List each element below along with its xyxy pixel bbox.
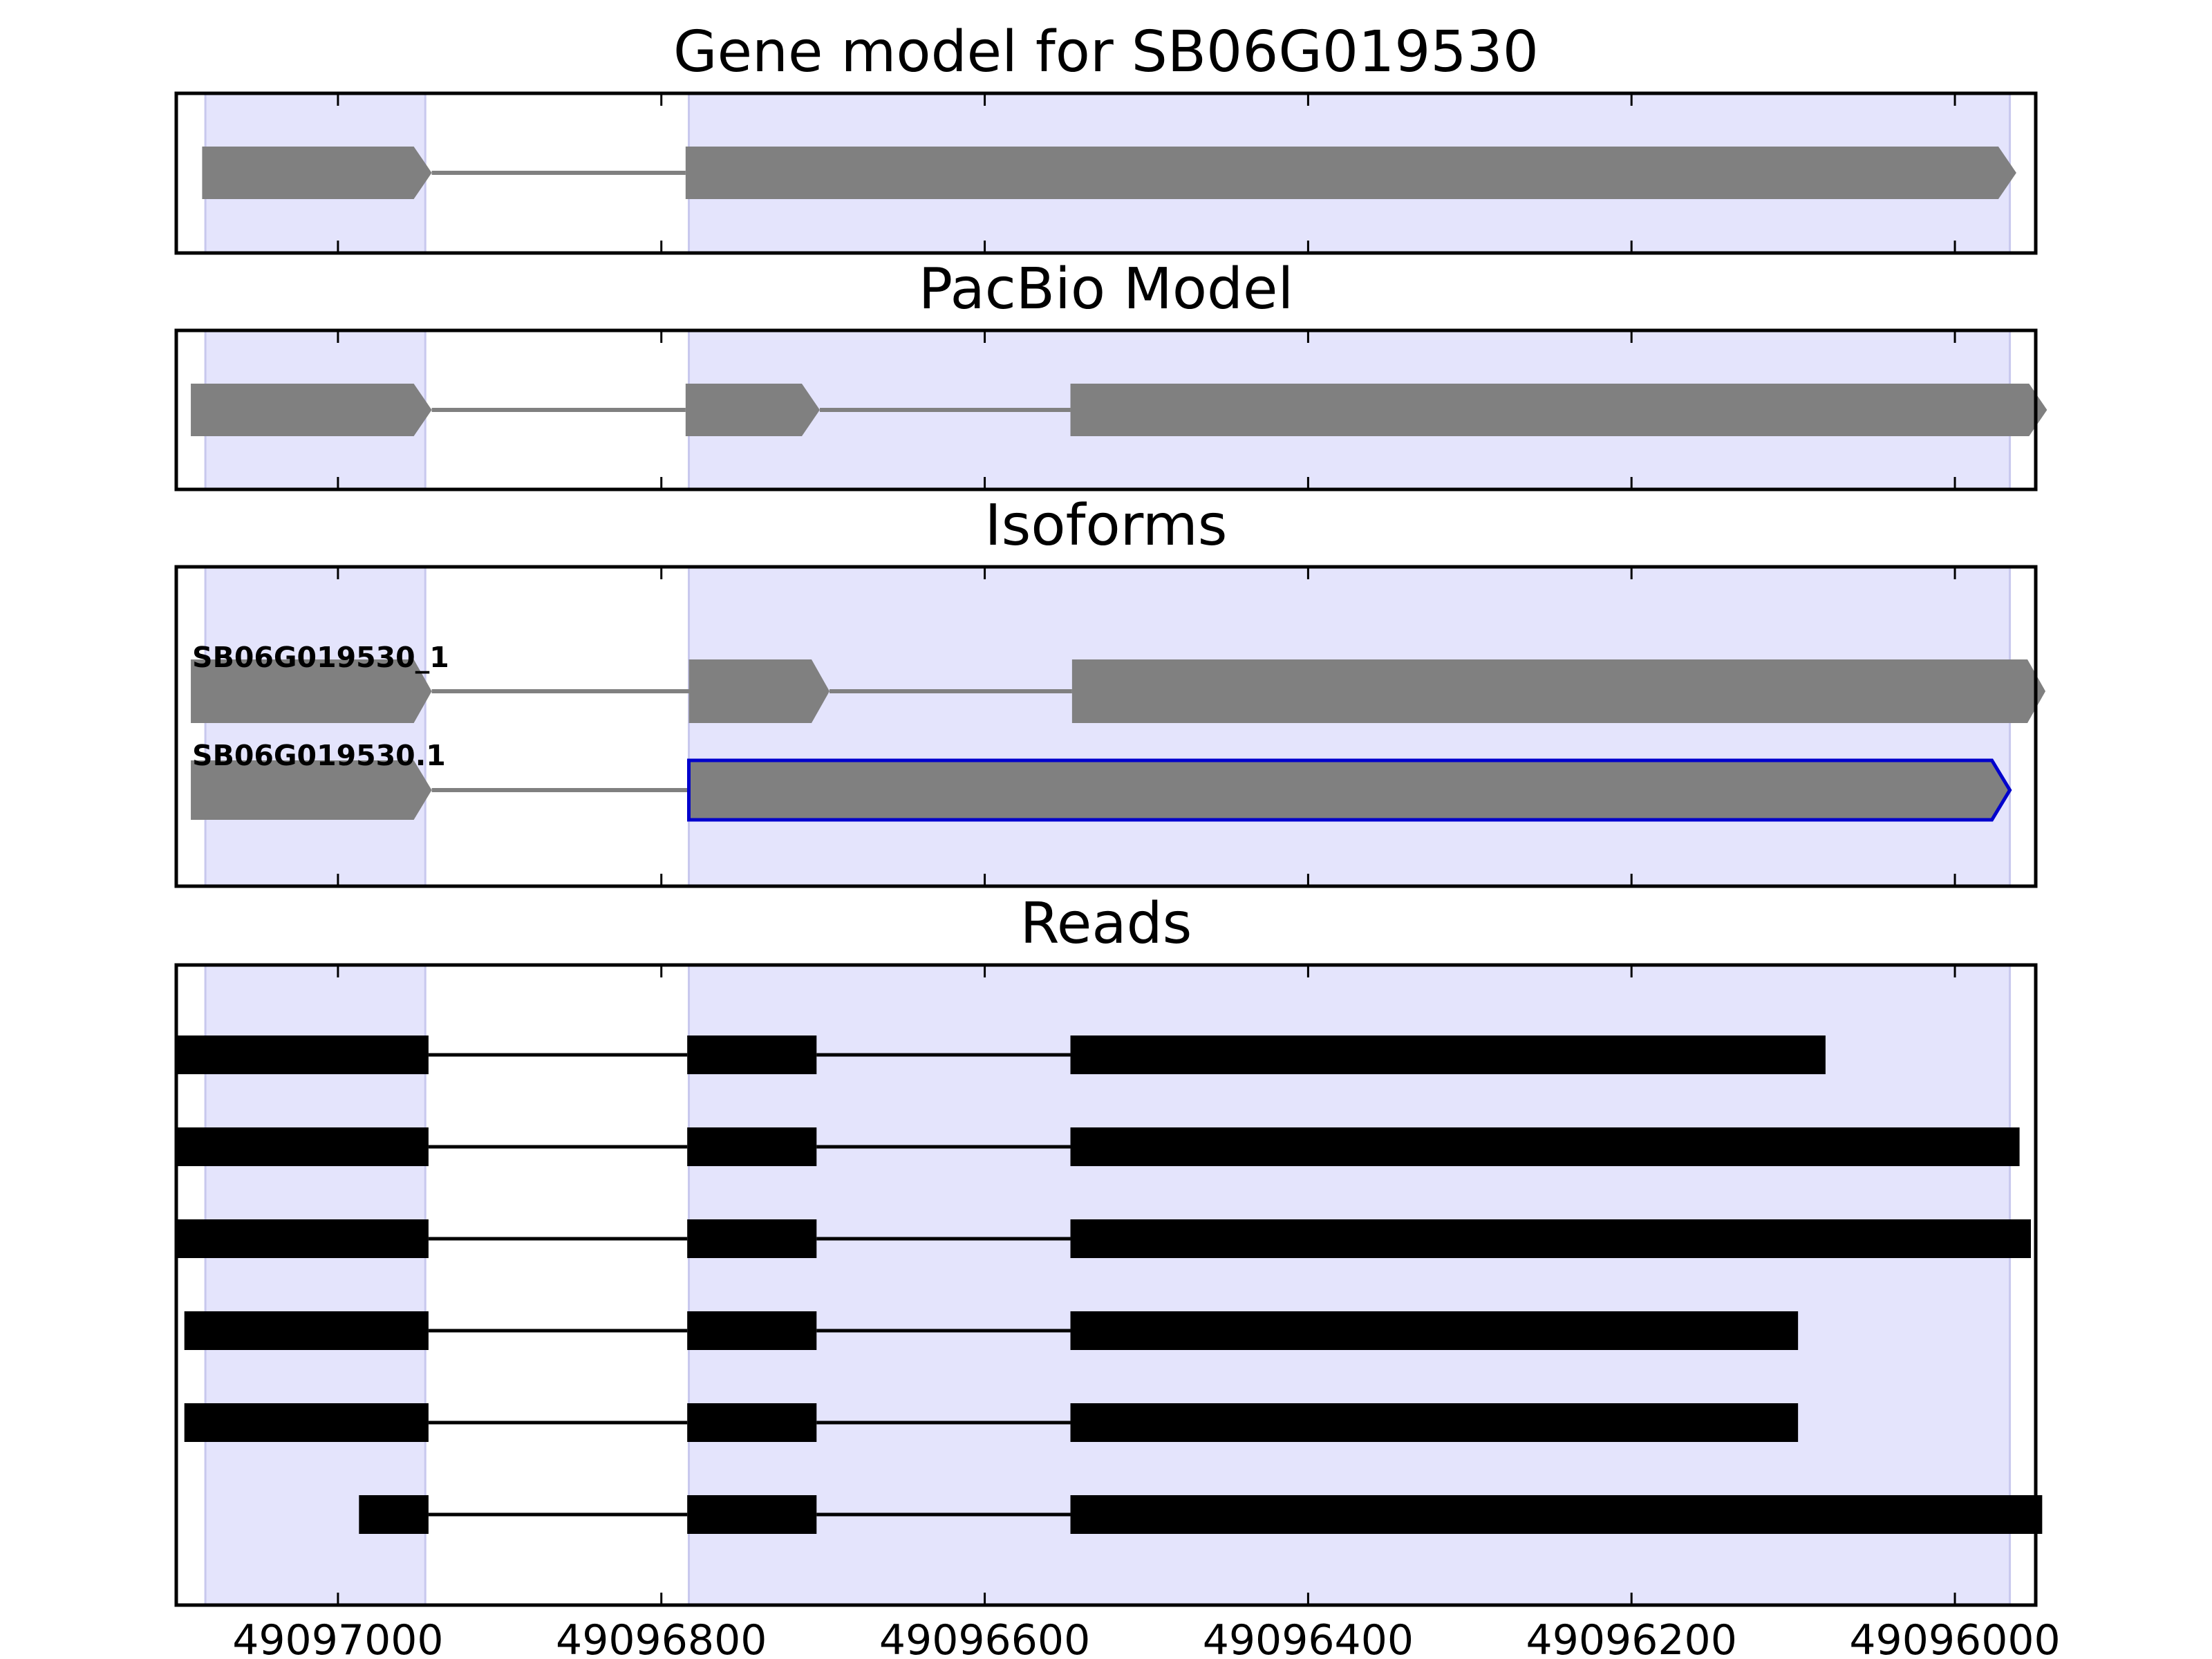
highlight-region (688, 565, 2012, 888)
x-tick-label: 49096800 (556, 1616, 767, 1659)
read-track (174, 1127, 2020, 1166)
panel-gene-model (174, 91, 2038, 255)
read-track (359, 1495, 2043, 1534)
read-exon-block (687, 1035, 817, 1074)
isoform-label: SB06G019530.1 (192, 739, 446, 772)
read-track (184, 1311, 1799, 1350)
panel-frame (174, 328, 2038, 491)
read-exon-block (1070, 1495, 2043, 1534)
read-exon-block (174, 1127, 429, 1166)
isoform-label: SB06G019530_1 (192, 641, 449, 674)
x-axis-tick-labels: 49097000 49096800 49096600 49096400 49096200… (232, 1616, 2061, 1659)
panel-frame (174, 91, 2038, 255)
read-exon-block (687, 1311, 817, 1350)
exon-arrow (191, 384, 432, 436)
highlight-region (204, 565, 427, 888)
exon-arrow-highlighted (687, 758, 2012, 822)
exon-arrow (191, 760, 432, 820)
x-tick-label: 49096000 (1849, 1616, 2060, 1659)
read-track (174, 1219, 2031, 1258)
transcript-track (191, 384, 2047, 436)
exon-arrow (1070, 384, 2047, 436)
read-exon-block (359, 1495, 429, 1534)
exon-arrow (202, 147, 432, 199)
exon-arrow (1071, 659, 2046, 723)
panel-title-reads: Reads (1020, 891, 1192, 957)
exon-arrow (685, 384, 820, 436)
exon-arrow (685, 147, 2016, 199)
x-tick-label: 49096600 (879, 1616, 1090, 1659)
transcript-track: SB06G019530.1 (191, 739, 2012, 822)
read-exon-block (184, 1311, 429, 1350)
read-exon-block (184, 1403, 429, 1442)
exon-arrow (191, 659, 432, 723)
read-exon-block (1070, 1311, 1799, 1350)
read-exon-block (687, 1219, 817, 1258)
panel-isoforms: SB06G019530_1 SB06G019530.1 (174, 565, 2046, 888)
read-exon-block (1070, 1127, 2020, 1166)
read-exon-block (687, 1127, 817, 1166)
panel-reads (174, 963, 2043, 1607)
panel-title-pacbio-model: PacBio Model (919, 256, 1294, 322)
panel-frame (174, 565, 2038, 888)
read-exon-block (1070, 1219, 2031, 1258)
panel-frame (174, 963, 2038, 1607)
read-track (184, 1403, 1799, 1442)
read-exon-block (687, 1495, 817, 1534)
read-track (174, 1035, 1826, 1074)
read-exon-block (1070, 1403, 1799, 1442)
read-exon-block (687, 1403, 817, 1442)
read-exon-block (174, 1035, 429, 1074)
read-exon-block (174, 1219, 429, 1258)
transcript-track (202, 147, 2016, 199)
x-tick-label: 49097000 (232, 1616, 443, 1659)
panel-pacbio-model (174, 328, 2047, 491)
panel-title-isoforms: Isoforms (985, 493, 1228, 559)
transcript-track: SB06G019530_1 (191, 641, 2046, 723)
x-tick-label: 49096200 (1526, 1616, 1737, 1659)
exon-arrow (688, 659, 830, 723)
panel-title-gene-model: Gene model for SB06G019530 (673, 19, 1539, 85)
read-exon-block (1070, 1035, 1826, 1074)
x-tick-label: 49096400 (1203, 1616, 1414, 1659)
